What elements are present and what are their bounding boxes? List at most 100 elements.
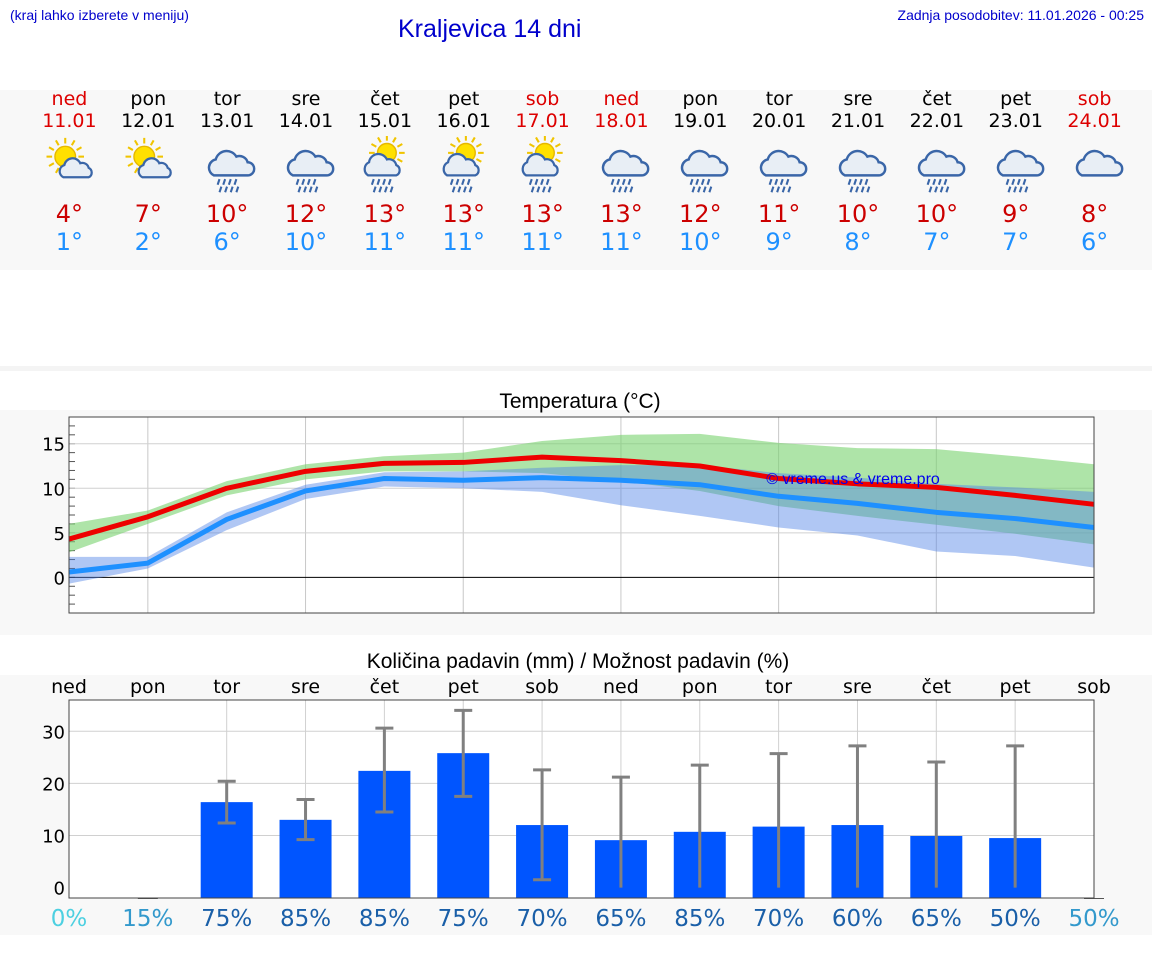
precipitation-day-label: tor [765,676,792,698]
day-name: sre [843,88,873,110]
sun-rain-icon [424,136,503,196]
precipitation-probability: 65% [595,906,646,932]
day-name: pon [130,88,167,110]
max-temp-line [68,454,1095,542]
day-date: 16.01 [436,110,491,132]
max-temp: 4° [55,200,84,228]
rain-cloud-icon [582,136,661,196]
max-temp: 7° [134,200,162,228]
temperature-watermark: © vreme.us & vreme.pro [766,471,940,488]
max-temp: 11° [757,200,801,228]
forecast-day: sre 21.01 10° 8° [819,88,898,256]
precipitation-probability: 60% [832,906,883,932]
sun-cloud-icon [109,136,188,196]
forecast-day: sob 17.01 13° 11° [503,88,582,256]
rain-cloud-icon [819,136,898,196]
precipitation-day-label: čet [370,676,400,698]
forecast-day: sre 14.01 12° 10° [267,88,346,256]
min-temp: 10° [679,228,722,256]
day-name: ned [603,88,640,110]
min-range-band [69,465,1094,584]
rain-cloud-icon [740,136,819,196]
day-name: tor [213,88,241,110]
temperature-tick-label: 0 [54,568,65,589]
forecast-row: ned 11.01 4° 1° pon 12.01 7° 2° tor 13.01 10° 6° sre… [30,88,1134,258]
max-temp: 8° [1080,200,1109,228]
precipitation-day-label: sob [1077,676,1111,698]
location-menu-hint[interactable]: (kraj lahko izberete v meniju) [10,7,189,23]
day-date: 18.01 [594,110,649,132]
day-date: 20.01 [751,110,807,132]
min-temp: 9° [765,228,793,256]
precipitation-probability: 15% [122,906,173,932]
forecast-day: pon 12.01 7° 2° [109,88,188,256]
day-date: 21.01 [830,110,886,132]
day-name: tor [765,88,793,110]
precipitation-day-label: čet [922,676,952,698]
day-date: 22.01 [909,110,965,132]
precipitation-day-label: ned [603,676,639,698]
precipitation-probability: 65% [911,906,962,932]
last-update: Zadnja posodobitev: 11.01.2026 - 00:25 [897,7,1144,23]
precipitation-tick-label: 10 [42,826,65,847]
max-temp: 10° [205,200,249,228]
forecast-day: ned 11.01 4° 1° [30,88,109,256]
page-title: Kraljevica 14 dni [398,15,582,43]
precipitation-tick-label: 20 [42,774,65,795]
day-name: čet [370,88,400,110]
day-name: čet [922,88,952,110]
forecast-band [0,90,1152,270]
sun-rain-icon [345,136,424,196]
precipitation-tick-label: 30 [42,722,65,743]
forecast-day: čet 15.01 13° 11° [345,88,424,256]
day-date: 13.01 [199,110,255,132]
day-date: 23.01 [988,110,1043,132]
temperature-tick-label: 15 [42,435,65,456]
forecast-day: pet 16.01 13° 11° [424,88,503,256]
day-date: 14.01 [278,110,334,132]
precipitation-probability: 50% [990,906,1041,932]
min-temp-line [68,475,1095,575]
day-date: 24.01 [1067,110,1122,132]
temperature-tick-label: 10 [42,479,65,500]
precipitation-day-label: pon [682,676,718,698]
day-name: pet [448,88,480,110]
precipitation-probability: 85% [280,906,331,932]
precipitation-probability: 85% [359,906,410,932]
cloud-icon [1055,136,1134,196]
precipitation-probability: 50% [1068,906,1119,932]
day-date: 17.01 [515,110,570,132]
temperature-band [0,366,1152,371]
precipitation-probability: 75% [438,906,489,932]
max-temp: 10° [915,200,959,228]
rain-cloud-icon [897,136,976,196]
day-date: 15.01 [357,110,413,132]
day-name: pet [1000,88,1032,110]
min-temp: 11° [521,228,564,256]
day-name: pon [682,88,719,110]
min-temp: 7° [1002,228,1030,256]
forecast-day: tor 13.01 10° 6° [188,88,267,256]
max-temp: 12° [284,200,328,228]
day-date: 11.01 [42,110,97,132]
rain-cloud-icon [188,136,267,196]
precipitation-probability: 70% [753,906,804,932]
precipitation-chart-title: Količina padavin (mm) / Možnost padavin … [367,650,790,673]
day-name: sre [291,88,321,110]
min-temp: 10° [284,228,328,256]
forecast-day: ned 18.01 13° 11° [582,88,661,256]
max-temp: 10° [836,200,880,228]
precipitation-chart: ned pon tor sre čet pet sob ned pon tor sre čet pet s… [42,650,1119,932]
min-temp: 1° [55,228,84,256]
precipitation-plot-border [68,699,1095,899]
precipitation-day-label: pet [1000,676,1031,698]
max-range-band [69,433,1094,553]
min-temp: 11° [600,228,643,256]
temperature-tick-label: 5 [54,524,65,545]
day-name: sob [525,88,560,110]
sun-rain-icon [503,136,582,196]
min-temp: 11° [363,228,407,256]
min-temp: 8° [844,228,872,256]
min-temp: 6° [213,228,241,256]
day-name: sob [1077,88,1112,110]
